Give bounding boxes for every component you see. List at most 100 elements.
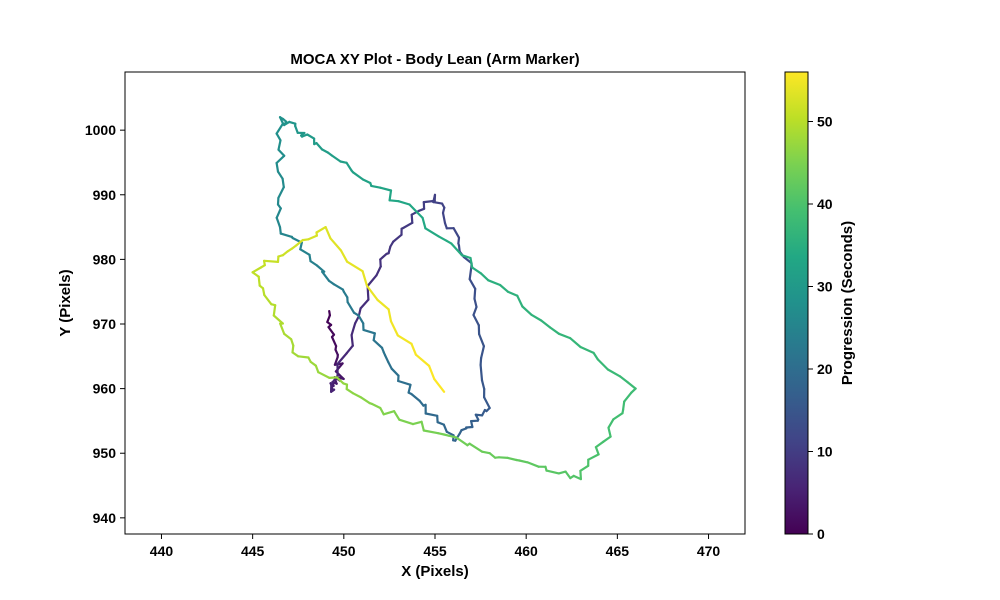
trajectory-segment: [281, 177, 285, 189]
trajectory-segment: [410, 213, 414, 224]
trajectory-segment: [460, 254, 472, 260]
trajectory-segment: [346, 260, 364, 273]
trajectory-segment: [279, 232, 293, 238]
trajectory-segment: [596, 358, 610, 371]
trajectory-segment: [277, 186, 285, 199]
x-tick-label: 470: [697, 543, 721, 559]
trajectory-segment: [324, 226, 332, 240]
trajectory-segment: [436, 421, 445, 426]
x-tick-label: 450: [332, 543, 356, 559]
trajectory-segment: [290, 338, 295, 347]
trajectory-segment: [315, 264, 326, 273]
trajectory-segment: [328, 376, 338, 379]
trajectory-segment: [594, 440, 605, 449]
trajectory-segment: [393, 410, 401, 421]
trajectory-segment: [291, 351, 300, 358]
trajectory-segment: [483, 396, 491, 410]
trajectory-segment: [263, 259, 280, 263]
trajectory-segment: [564, 470, 572, 480]
colorbar-title: Progression (Seconds): [839, 221, 856, 385]
trajectory-segment: [612, 412, 624, 421]
y-axis-ticks: 940 950 960 970 980 990 1000: [85, 122, 125, 526]
trajectory-segment: [283, 332, 293, 341]
trajectory-lines: [251, 116, 637, 481]
x-tick-label: 440: [150, 543, 174, 559]
trajectory-segment: [607, 418, 615, 429]
trajectory-segment: [416, 211, 424, 219]
trajectory-segment: [306, 133, 316, 140]
trajectory-segment: [479, 272, 490, 282]
trajectory-segment: [359, 396, 371, 405]
trajectory-segment: [314, 364, 320, 374]
trajectory-segment: [279, 322, 286, 335]
trajectory-segment: [540, 319, 552, 329]
trajectory-segment: [480, 345, 485, 360]
trajectory-segment: [339, 249, 349, 263]
trajectory-segment: [468, 264, 473, 281]
y-axis-title: Y (Pixels): [57, 269, 74, 336]
trajectory-segment: [548, 326, 561, 335]
trajectory-segment: [572, 474, 583, 481]
trajectory-segment: [315, 226, 327, 234]
trajectory-segment: [379, 186, 393, 192]
trajectory-segment: [277, 139, 282, 151]
trajectory-segment: [330, 154, 342, 163]
trajectory-segment: [481, 450, 491, 455]
y-tick-label: 980: [93, 251, 117, 267]
trajectory-segment: [479, 357, 483, 366]
trajectory-segment: [557, 332, 572, 340]
y-tick-label: 950: [93, 445, 117, 461]
trajectory-segment: [275, 154, 286, 165]
trajectory-segment: [410, 392, 421, 402]
trajectory-segment: [327, 326, 336, 336]
trajectory-segment: [370, 402, 382, 410]
trajectory-segment: [469, 256, 474, 269]
trajectory-segment: [354, 315, 360, 325]
trajectory-segment: [350, 322, 357, 337]
trajectory-segment: [487, 279, 502, 287]
trajectory-segment: [299, 248, 311, 256]
trajectory-segment: [257, 275, 261, 287]
trajectory-segment: [275, 122, 285, 135]
x-tick-label: 465: [606, 543, 630, 559]
trajectory-segment: [422, 429, 440, 435]
y-tick-label: 990: [93, 187, 117, 203]
trajectory-segment: [411, 420, 423, 426]
trajectory-segment: [372, 339, 384, 349]
trajectory-segment: [350, 334, 354, 347]
trajectory-segment: [468, 278, 477, 290]
trajectory-segment: [414, 353, 431, 367]
trajectory-segment: [342, 290, 349, 299]
trajectory-segment: [366, 274, 378, 288]
trajectory-segment: [294, 124, 299, 134]
trajectory-segment: [365, 284, 379, 302]
trajectory-segment: [389, 320, 399, 337]
trajectory-segment: [332, 283, 344, 291]
x-tick-label: 445: [241, 543, 265, 559]
trajectory-segment: [433, 378, 446, 393]
trajectory-segment: [362, 328, 376, 335]
trajectory-segment: [473, 297, 478, 309]
trajectory-segment: [472, 305, 478, 317]
colorbar-ticks: 0 10 20 30 40 50: [808, 114, 833, 542]
trajectory-segment: [452, 227, 461, 239]
trajectory-segment: [397, 379, 412, 386]
colorbar: [784, 71, 809, 535]
trajectory-segment: [602, 435, 612, 443]
trajectory-segment: [277, 148, 286, 157]
trajectory-segment: [478, 333, 485, 348]
trajectory-segment: [518, 459, 529, 464]
trajectory-segment: [357, 314, 365, 325]
trajectory-segment: [455, 436, 469, 447]
x-axis-title: X (Pixels): [401, 563, 469, 580]
trajectory-segment: [424, 412, 439, 417]
y-tick-label: 970: [93, 316, 117, 332]
trajectory-segment: [545, 469, 560, 475]
trajectory-segment: [317, 371, 331, 379]
trajectory-segment: [329, 237, 343, 252]
trajectory-segment: [335, 376, 345, 385]
trajectory-segment: [421, 216, 427, 230]
x-tick-label: 460: [514, 543, 538, 559]
trajectory-segment: [428, 364, 436, 381]
trajectory-segment: [333, 356, 339, 366]
